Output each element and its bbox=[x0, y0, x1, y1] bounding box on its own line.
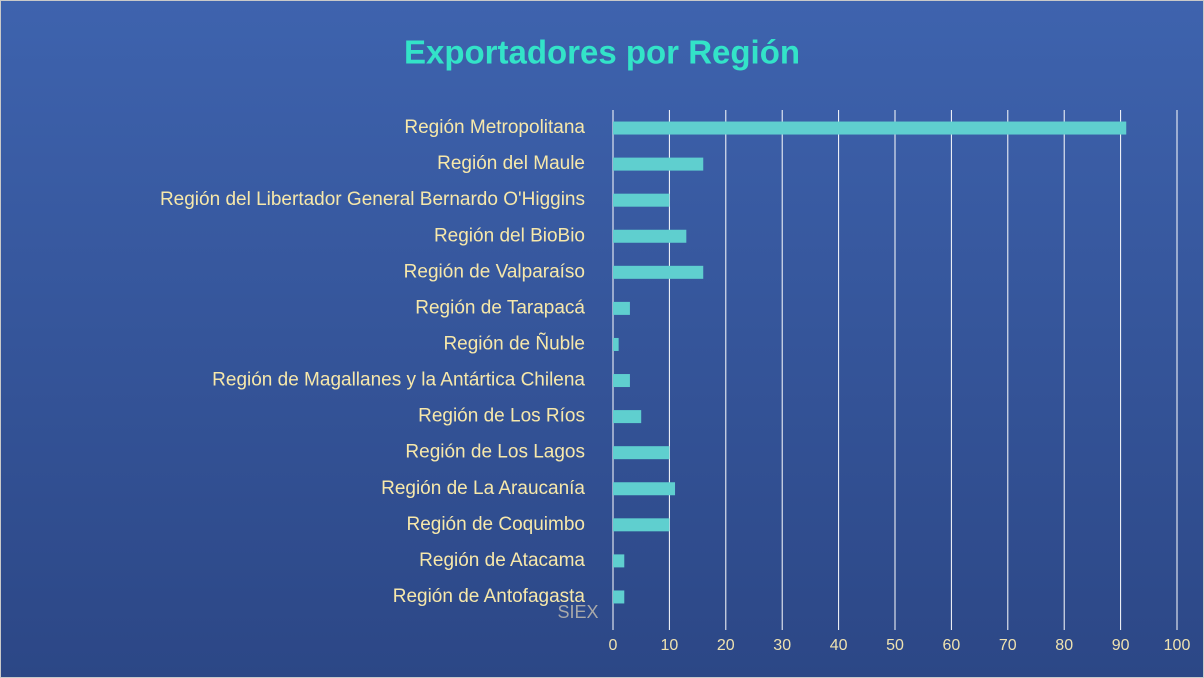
y-tick-label: Región de Atacama bbox=[419, 550, 585, 571]
x-tick-label: 60 bbox=[943, 637, 961, 654]
x-tick-label: 100 bbox=[1164, 637, 1191, 654]
y-tick-label: Región de Los Ríos bbox=[418, 406, 585, 427]
y-tick-label: Región del Libertador General Bernardo O… bbox=[160, 189, 585, 210]
x-tick-label: 20 bbox=[717, 637, 735, 654]
bar bbox=[613, 229, 687, 243]
y-tick-label: Región de Magallanes y la Antártica Chil… bbox=[212, 370, 585, 391]
bar bbox=[613, 193, 670, 207]
x-tick-label: 40 bbox=[830, 637, 848, 654]
x-tick-label: 80 bbox=[1055, 637, 1073, 654]
y-tick-label: Región de La Araucanía bbox=[381, 478, 585, 499]
chart-title: Exportadores por Región bbox=[404, 34, 800, 71]
y-tick-label: Región de Ñuble bbox=[443, 332, 585, 354]
x-tick-label: 50 bbox=[886, 637, 904, 654]
bar bbox=[613, 482, 676, 496]
y-tick-label: Región de Coquimbo bbox=[406, 514, 585, 535]
bar bbox=[613, 410, 642, 424]
y-tick-label: Región de Los Lagos bbox=[405, 442, 585, 463]
bar bbox=[613, 374, 630, 388]
x-tick-label: 90 bbox=[1112, 637, 1130, 654]
x-tick-label: 70 bbox=[999, 637, 1017, 654]
bar bbox=[613, 446, 670, 460]
x-tick-label: 10 bbox=[661, 637, 679, 654]
bar bbox=[613, 590, 625, 604]
bar bbox=[613, 554, 625, 568]
y-tick-label: Región del BioBio bbox=[434, 225, 585, 246]
y-tick-label: Región de Valparaíso bbox=[404, 261, 585, 282]
bar bbox=[613, 337, 619, 351]
y-tick-label: Región Metropolitana bbox=[404, 117, 585, 138]
y-tick-label: Región de Tarapacá bbox=[415, 297, 585, 318]
y-tick-label: Región del Maule bbox=[437, 153, 585, 174]
bar bbox=[613, 265, 704, 279]
bar bbox=[613, 301, 630, 315]
bar bbox=[613, 518, 670, 532]
source-label: SIEX bbox=[557, 602, 598, 622]
bar bbox=[613, 157, 704, 171]
bar bbox=[613, 121, 1127, 135]
y-tick-label: Región de Antofagasta bbox=[393, 586, 586, 607]
x-tick-label: 30 bbox=[773, 637, 791, 654]
x-tick-label: 0 bbox=[609, 637, 618, 654]
